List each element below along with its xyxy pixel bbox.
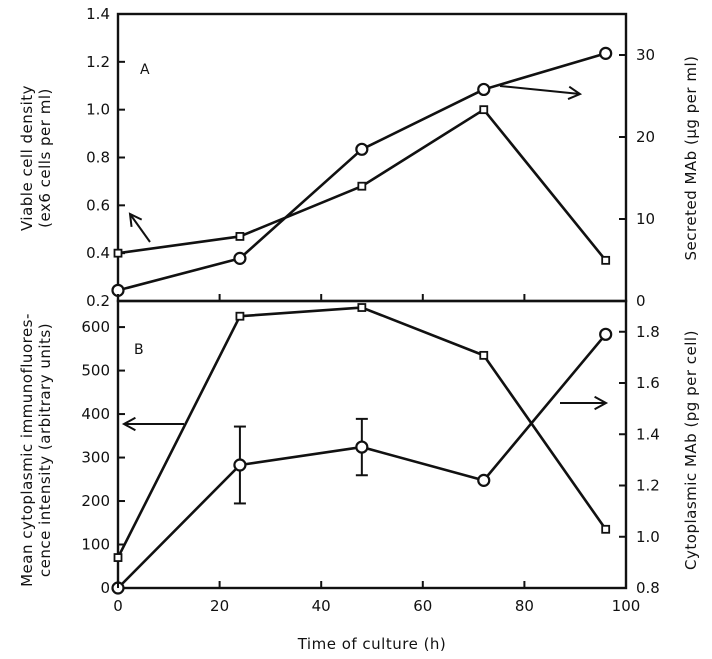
y-left-tick-label: 500 <box>81 362 110 380</box>
y-left-tick-label: 200 <box>81 492 110 510</box>
y-right-tick-label: 1.0 <box>636 528 660 546</box>
data-point-square <box>235 311 245 321</box>
panel-b-y-right-label: Cytoplasmic MAb (pg per cell) <box>682 330 700 570</box>
y-left-tick-label: 0.2 <box>86 292 110 310</box>
panel-b-frame <box>116 299 628 590</box>
data-point-square <box>601 524 611 534</box>
data-point-square <box>357 181 367 191</box>
data-point-square <box>113 553 123 562</box>
y-left-tick-label: 400 <box>81 405 110 423</box>
axis-arrow-head <box>594 395 609 411</box>
panel-a-y-left-label-2: (ex6 cells per ml) <box>36 88 54 228</box>
data-point-circle <box>233 251 247 265</box>
data-point-circle <box>355 142 369 156</box>
x-tick-label: 20 <box>210 597 229 615</box>
panel-b: B 01002003004005006000.81.01.21.41.61.8 … <box>18 299 700 597</box>
x-tick-label: 100 <box>612 597 641 615</box>
x-tick-label: 40 <box>312 597 331 615</box>
axis-arrow <box>499 85 581 95</box>
y-right-tick-label: 1.4 <box>636 425 660 443</box>
axis-arrow <box>129 213 151 243</box>
data-point-square <box>479 350 489 360</box>
data-point-square <box>113 248 123 258</box>
data-point-circle <box>233 458 247 472</box>
panel-a-y-left-label-1: Viable cell density <box>18 85 36 231</box>
y-right-tick-label: 20 <box>636 128 655 146</box>
x-tick-label: 60 <box>413 597 432 615</box>
y-left-tick-label: 1.0 <box>86 101 110 119</box>
y-right-tick-label: 1.6 <box>636 374 660 392</box>
panel-b-y-left-label-2: cence intensity (arbitrary units) <box>36 323 54 577</box>
x-axis-label: Time of culture (h) <box>297 635 447 653</box>
panel-a-label: A <box>140 62 150 78</box>
y-right-tick-label: 1.2 <box>636 477 660 495</box>
y-left-tick-label: 1.4 <box>86 5 110 23</box>
data-point-square <box>601 255 611 265</box>
y-left-tick-label: 1.2 <box>86 53 110 71</box>
y-left-tick-label: 0.4 <box>86 244 110 262</box>
x-tick-label: 80 <box>515 597 534 615</box>
data-point-circle <box>477 473 491 487</box>
data-point-circle <box>599 46 613 60</box>
panel-b-y-left-label-1: Mean cytoplasmic immunofluores- <box>18 313 36 587</box>
y-left-tick-label: 0.6 <box>86 196 110 214</box>
y-left-tick-label: 0.8 <box>86 149 110 167</box>
panel-a-y-right-label: Secreted MAb (µg per ml) <box>682 56 700 261</box>
x-tick-label: 0 <box>113 597 123 615</box>
data-point-circle <box>477 82 491 97</box>
panel-b-label: B <box>134 342 144 358</box>
y-left-tick-label: 100 <box>81 536 110 554</box>
y-left-tick-label: 600 <box>81 318 110 336</box>
data-point-square <box>357 303 367 312</box>
panel-a: A 0.2 0.4 0.6 0.8 1.0 1.2 1.4 0 10 20 30 Viable ce… <box>18 5 700 310</box>
data-point-circle <box>599 327 613 341</box>
data-point-square <box>235 232 245 241</box>
data-point-circle <box>355 440 369 454</box>
panel-a-frame <box>116 12 628 303</box>
y-left-tick-label: 0 <box>100 579 110 597</box>
y-right-tick-label: 10 <box>636 210 655 228</box>
y-right-tick-label: 0.8 <box>636 579 660 597</box>
axis-arrow-head <box>121 416 136 432</box>
y-right-tick-label: 0 <box>636 292 646 310</box>
axis-arrow-head <box>567 85 583 100</box>
y-left-tick-label: 300 <box>81 449 110 467</box>
y-right-tick-label: 30 <box>636 46 655 64</box>
axis-arrow-head <box>128 212 143 228</box>
data-point-square <box>479 105 489 115</box>
y-right-tick-label: 1.8 <box>636 323 660 341</box>
